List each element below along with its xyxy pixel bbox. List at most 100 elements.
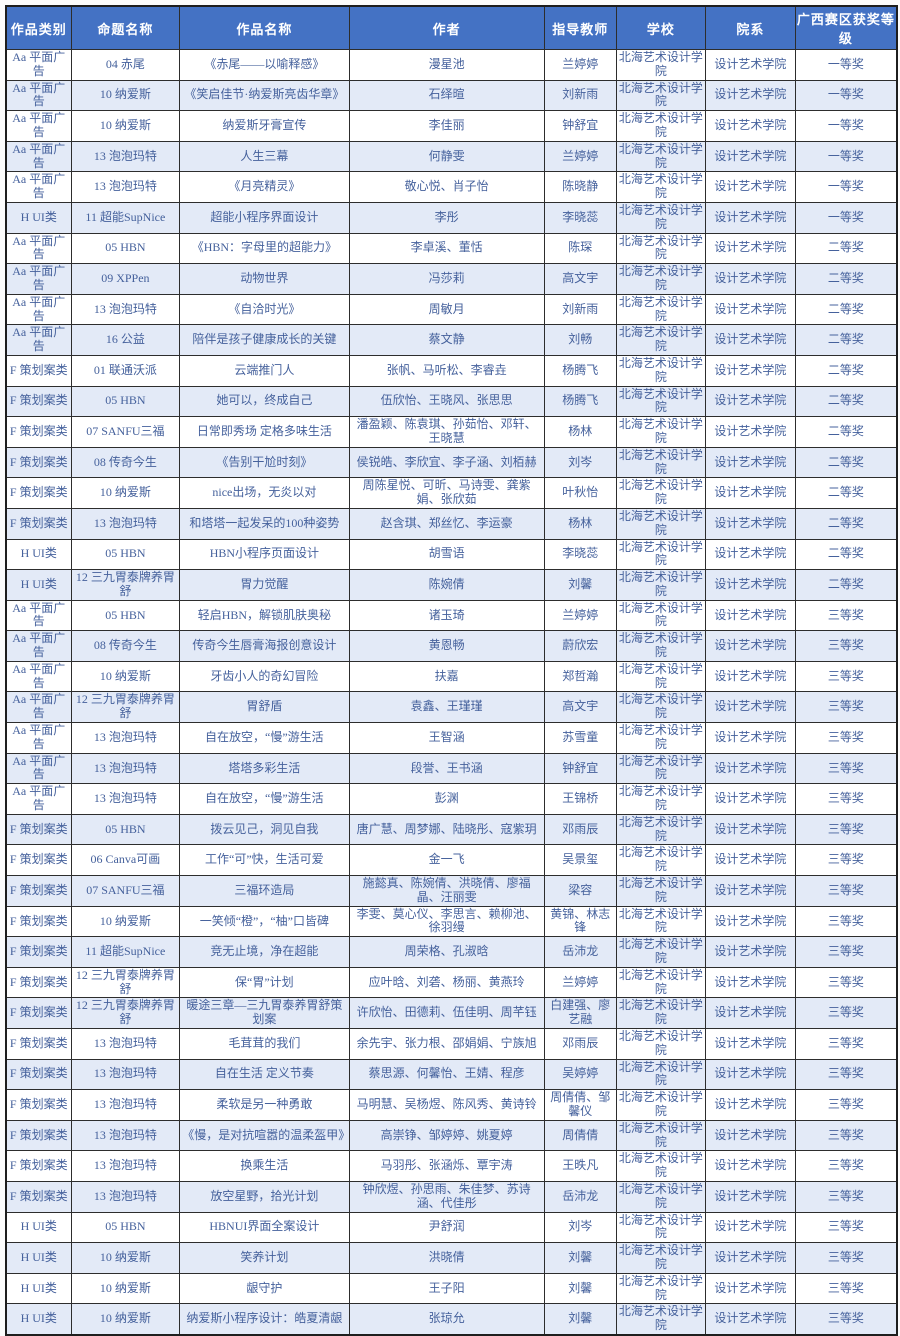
cell: 北海艺术设计学院 [615, 936, 706, 968]
cell: 袁鑫、王瑾瑾 [348, 691, 545, 724]
cell: 05 HBN [70, 599, 181, 632]
cell: 马明慧、吴杨煜、陈风秀、黄诗铃 [348, 1089, 545, 1121]
cell: 北海艺术设计学院 [615, 232, 706, 265]
cell: 北海艺术设计学院 [615, 691, 706, 724]
cell: 许欣怡、田德莉、伍佳明、周芊钰 [348, 997, 545, 1029]
cell: 10 纳爱斯 [70, 79, 181, 112]
cell: 兰婷婷 [543, 599, 617, 632]
cell: 一等奖 [794, 49, 898, 81]
cell: HBN小程序页面设计 [179, 538, 350, 571]
cell: 北海艺术设计学院 [615, 1180, 706, 1213]
cell: 尹舒润 [348, 1211, 545, 1244]
cell: 北海艺术设计学院 [615, 477, 706, 509]
cell: 吴婷婷 [543, 1058, 617, 1091]
table-row: F 策划案类 10 纳爱斯 一笑倾“橙”，“柚”口皆碑 李雯、莫心仪、李思言、赖柳池、… [5, 905, 898, 938]
cell: 刘馨 [543, 1272, 617, 1305]
cell: 陈琛 [543, 232, 617, 265]
cell: 二等奖 [794, 477, 898, 509]
cell: 设计艺术学院 [704, 630, 796, 662]
cell: 金一飞 [348, 844, 545, 877]
cell: 13 泡泡玛特 [70, 171, 181, 203]
cell: 纳爱斯牙膏宣传 [179, 110, 350, 142]
cell: 《赤尾——以喻释感》 [179, 49, 350, 81]
cell: 工作“可”快，生活可爱 [179, 844, 350, 877]
cell: 北海艺术设计学院 [615, 1272, 706, 1305]
table-row: F 策划案类 12 三九胃泰牌养胃舒 暖途三章—三九胃泰养胃舒策划案 许欣怡、田德莉、… [5, 997, 898, 1029]
cell: 设计艺术学院 [704, 446, 796, 479]
cell: 07 SANFU三福 [70, 875, 181, 907]
cell: 设计艺术学院 [704, 1028, 796, 1060]
table-row: H UI类 10 纳爱斯 纳爱斯小程序设计：皓夏清龈 张琼允 刘馨 北海艺术设计学院 设计艺… [5, 1303, 898, 1336]
cell: 漫星池 [348, 49, 545, 81]
cell: 12 三九胃泰牌养胃舒 [70, 966, 181, 999]
cell: 一等奖 [794, 201, 898, 234]
cell: 13 泡泡玛特 [70, 1119, 181, 1152]
cell: 刘新雨 [543, 79, 617, 112]
cell: 胡雪语 [348, 538, 545, 571]
cell: 设计艺术学院 [704, 905, 796, 938]
table-header: 作品类别 命题名称 作品名称 作者 指导教师 学校 院系 广西赛区获奖等级 [5, 5, 898, 50]
cell: 周陈星悦、可昕、马诗雯、龚紫娟、张欣茹 [348, 477, 545, 509]
cell: 周敏月 [348, 293, 545, 326]
cell: F 策划案类 [5, 1119, 72, 1152]
cell: F 策划案类 [5, 936, 72, 968]
cell: 纳爱斯小程序设计：皓夏清龈 [179, 1303, 350, 1336]
cell: 三等奖 [794, 1272, 898, 1305]
cell: 三等奖 [794, 966, 898, 999]
cell: 设计艺术学院 [704, 79, 796, 112]
cell: 洪晓倩 [348, 1242, 545, 1274]
table-row: F 策划案类 13 泡泡玛特 和塔塔一起发呆的100种姿势 赵含琪、郑丝忆、李运豪 杨林… [5, 507, 898, 540]
cell: 杨腾飞 [543, 354, 617, 387]
cell: 张琼允 [348, 1303, 545, 1336]
cell: 05 HBN [70, 1211, 181, 1244]
cell: 北海艺术设计学院 [615, 783, 706, 815]
cell: 刘新雨 [543, 293, 617, 326]
cell: 设计艺术学院 [704, 354, 796, 387]
cell: 08 传奇今生 [70, 446, 181, 479]
cell: 杨腾飞 [543, 385, 617, 418]
header-row: 作品类别 命题名称 作品名称 作者 指导教师 学校 院系 广西赛区获奖等级 [5, 5, 898, 50]
cell: 北海艺术设计学院 [615, 997, 706, 1029]
table-row: Aa 平面广告 05 HBN 轻启HBN，解锁肌肤奥秘 诸玉琦 兰婷婷 北海艺术设计学院设… [5, 599, 898, 632]
cell: 三等奖 [794, 936, 898, 968]
cell: 06 Canva可画 [70, 844, 181, 877]
cell: 北海艺术设计学院 [615, 507, 706, 540]
cell: 10 纳爱斯 [70, 1303, 181, 1336]
table-row: Aa 平面广告 09 XPPen 动物世界 冯莎莉 高文宇 北海艺术设计学院 设计艺术学院二… [5, 263, 898, 295]
cell: 《HBN：字母里的超能力》 [179, 232, 350, 265]
cell: 苏雪童 [543, 722, 617, 754]
cell: 13 泡泡玛特 [70, 1180, 181, 1213]
cell: 设计艺术学院 [704, 110, 796, 142]
table-row: Aa 平面广告 12 三九胃泰牌养胃舒 胃舒盾 袁鑫、王瑾瑾 高文宇 北海艺术设计学院 设计… [5, 691, 898, 724]
cell: 三等奖 [794, 905, 898, 938]
cell: Aa 平面广告 [5, 293, 72, 326]
cell: 13 泡泡玛特 [70, 783, 181, 815]
cell: 北海艺术设计学院 [615, 844, 706, 877]
cell: 二等奖 [794, 538, 898, 571]
table-row: Aa 平面广告 13 泡泡玛特 《自洽时光》 周敏月 刘新雨 北海艺术设计学院 设计艺术学院… [5, 293, 898, 326]
table-body: Aa 平面广告 04 赤尾 《赤尾——以喻释感》 漫星池 兰婷婷 北海艺术设计学院 设计艺术… [5, 49, 898, 1336]
cell: 设计艺术学院 [704, 293, 796, 326]
cell: 《慢，是对抗喧嚣的温柔盔甲》 [179, 1119, 350, 1152]
cell: 二等奖 [794, 293, 898, 326]
cell: 柔软是另一种勇敢 [179, 1089, 350, 1121]
cell: 设计艺术学院 [704, 569, 796, 601]
cell: 三等奖 [794, 1058, 898, 1091]
column-header: 作品名称 [179, 5, 350, 50]
cell: 设计艺术学院 [704, 232, 796, 265]
cell: 北海艺术设计学院 [615, 1058, 706, 1091]
table-row: Aa 平面广告 13 泡泡玛特 人生三幕 何静雯 兰婷婷 北海艺术设计学院 设计艺术学院 一等… [5, 140, 898, 173]
table-row: Aa 平面广告 10 纳爱斯 《笑启佳节·纳爱斯亮齿华章》 石绎暄 刘新雨 北海艺术设计学… [5, 79, 898, 112]
cell: Aa 平面广告 [5, 660, 72, 693]
table-row: Aa 平面广告 10 纳爱斯 纳爱斯牙膏宣传 李佳丽 钟舒宜 北海艺术设计学院 设计艺术学院… [5, 110, 898, 142]
cell: 李佳丽 [348, 110, 545, 142]
table-row: Aa 平面广告 04 赤尾 《赤尾——以喻释感》 漫星池 兰婷婷 北海艺术设计学院 设计艺术… [5, 49, 898, 81]
cell: 12 三九胃泰牌养胃舒 [70, 691, 181, 724]
cell: 设计艺术学院 [704, 844, 796, 877]
cell: 敬心悦、肖子怡 [348, 171, 545, 203]
cell: 杨林 [543, 507, 617, 540]
cell: H UI类 [5, 569, 72, 601]
cell: 05 HBN [70, 813, 181, 846]
cell: 设计艺术学院 [704, 416, 796, 448]
cell: H UI类 [5, 538, 72, 571]
